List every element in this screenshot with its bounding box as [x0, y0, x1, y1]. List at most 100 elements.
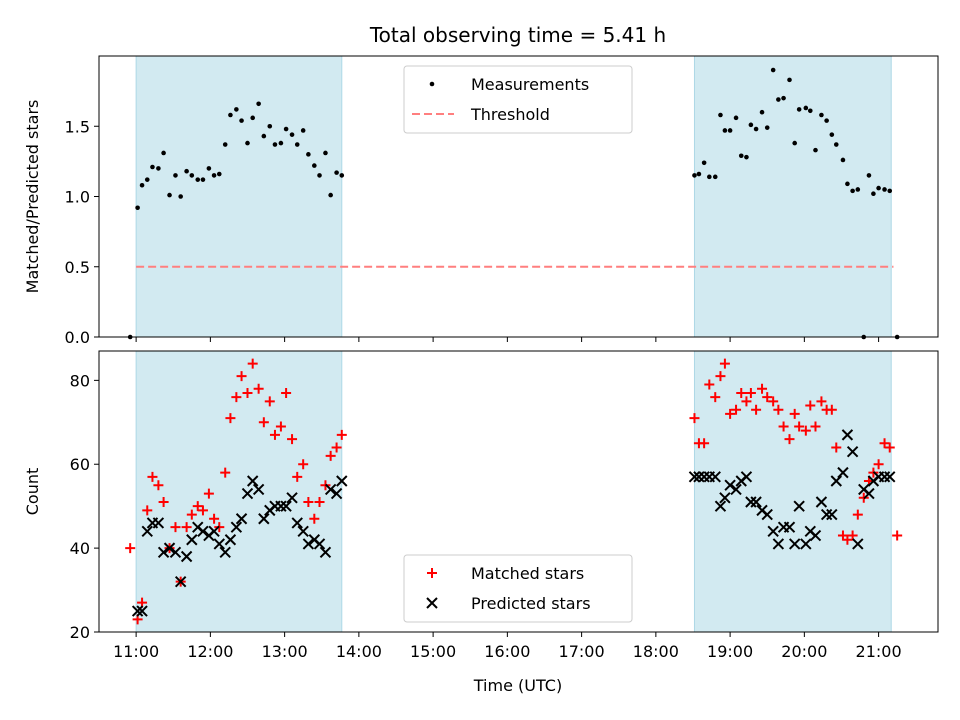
predicted-star-point [319, 546, 332, 559]
matched-star-point [757, 383, 768, 394]
y-tick-label: 80 [70, 371, 90, 390]
matched-star-point [879, 438, 890, 449]
predicted-star-point [740, 471, 753, 483]
predicted-star-point [246, 475, 259, 487]
y-axis-label: Count [23, 468, 42, 516]
measurement-point [184, 168, 189, 174]
measurement-point [294, 142, 300, 147]
matched-star-point [269, 429, 280, 440]
measurement-point [267, 123, 273, 129]
x-tick-label: 12:00 [187, 642, 233, 661]
predicted-star-point [750, 496, 762, 508]
axes-frame [98, 350, 939, 633]
matched-star-point [800, 425, 811, 436]
measurement-point [712, 174, 718, 180]
matched-star-point [736, 387, 747, 398]
predicted-star-point [783, 521, 796, 533]
matched-star-point [778, 421, 789, 432]
matched-star-point [794, 421, 805, 432]
measurement-point [178, 194, 183, 199]
matched-star-point [331, 442, 342, 453]
predicted-star-point [252, 483, 265, 496]
measurement-point [733, 115, 739, 121]
measurement-point [776, 97, 781, 102]
predicted-star-point [852, 538, 864, 550]
predicted-star-point [688, 471, 701, 483]
matched-star-point [731, 404, 742, 415]
predicted-star-point [219, 546, 231, 559]
predicted-star-point [761, 508, 773, 521]
legend-label: Matched stars [471, 564, 584, 583]
predicted-star-point [698, 471, 710, 483]
matched-star-point [699, 438, 710, 449]
y-tick-label: 40 [70, 539, 90, 558]
matched-star-point [873, 459, 884, 470]
measurement-point [770, 67, 776, 73]
measurement-point [256, 101, 261, 107]
measurement-point [887, 188, 893, 194]
measurement-point [167, 192, 172, 198]
x-tick-label: 17:00 [559, 642, 605, 661]
y-tick-label: 0.5 [65, 258, 90, 277]
legend-label: Predicted stars [471, 594, 591, 613]
measurement-point [173, 173, 178, 178]
measurement-point [328, 192, 333, 198]
predicted-star-point [724, 479, 736, 491]
measurement-point [323, 150, 328, 156]
matched-star-point [816, 396, 827, 407]
predicted-star-point [820, 508, 833, 521]
measurement-point [781, 95, 786, 101]
measurement-point [189, 173, 195, 178]
matched-star-point [336, 429, 347, 440]
y-tick-label: 1.5 [65, 117, 90, 136]
matched-star-point [153, 480, 164, 491]
x-tick-label: 18:00 [633, 642, 679, 661]
measurement-point [759, 109, 765, 115]
predicted-star-point [136, 605, 148, 617]
x-tick-label: 14:00 [336, 642, 382, 661]
x-tick-label: 19:00 [707, 642, 753, 661]
predicted-star-point [841, 429, 854, 441]
measurement-point [206, 166, 212, 171]
matched-star-point [805, 400, 816, 411]
x-axis-label: Time (UTC) [473, 676, 562, 695]
predicted-star-point [291, 517, 303, 529]
figure-title: Total observing time = 5.41 h [369, 23, 666, 47]
measurement-point [850, 188, 855, 194]
matched-star-point [745, 387, 756, 398]
measurement-point [803, 105, 809, 111]
top-panel: 0.0 0.5 1.0 1.5 Matched/Predicted stars Measu… [23, 55, 939, 347]
predicted-star-point [745, 496, 757, 508]
measurement-point [195, 177, 201, 182]
matched-star-point [725, 408, 736, 419]
predicted-star-point [884, 471, 896, 483]
predicted-star-point [800, 538, 812, 550]
matched-star-point [298, 459, 309, 470]
matched-star-point [287, 434, 298, 445]
measurement-point [833, 142, 839, 147]
predicted-star-point [788, 538, 801, 550]
matched-star-point [181, 522, 192, 533]
predicted-star-point [730, 483, 742, 496]
measurement-point [245, 140, 250, 146]
predicted-star-point [815, 496, 828, 508]
predicted-star-point [719, 492, 731, 504]
measurement-point [871, 191, 876, 196]
measurement-point [764, 125, 770, 130]
predicted-star-point [163, 542, 176, 554]
x-tick-label: 21:00 [856, 642, 902, 661]
predicted-star-point [297, 525, 309, 538]
legend-label: Measurements [471, 75, 589, 94]
matched-star-point [751, 404, 762, 415]
predicted-star-point [230, 521, 243, 533]
legend-box [403, 65, 633, 134]
y-axis-label: Matched/Predicted stars [23, 100, 42, 294]
predicted-star-point [714, 500, 727, 512]
matched-star-point [203, 488, 214, 499]
measurement-point [727, 128, 733, 133]
matched-star-point [810, 421, 821, 432]
measurement-point [211, 173, 217, 178]
matched-star-point [768, 396, 779, 407]
matched-star-point [689, 413, 700, 424]
